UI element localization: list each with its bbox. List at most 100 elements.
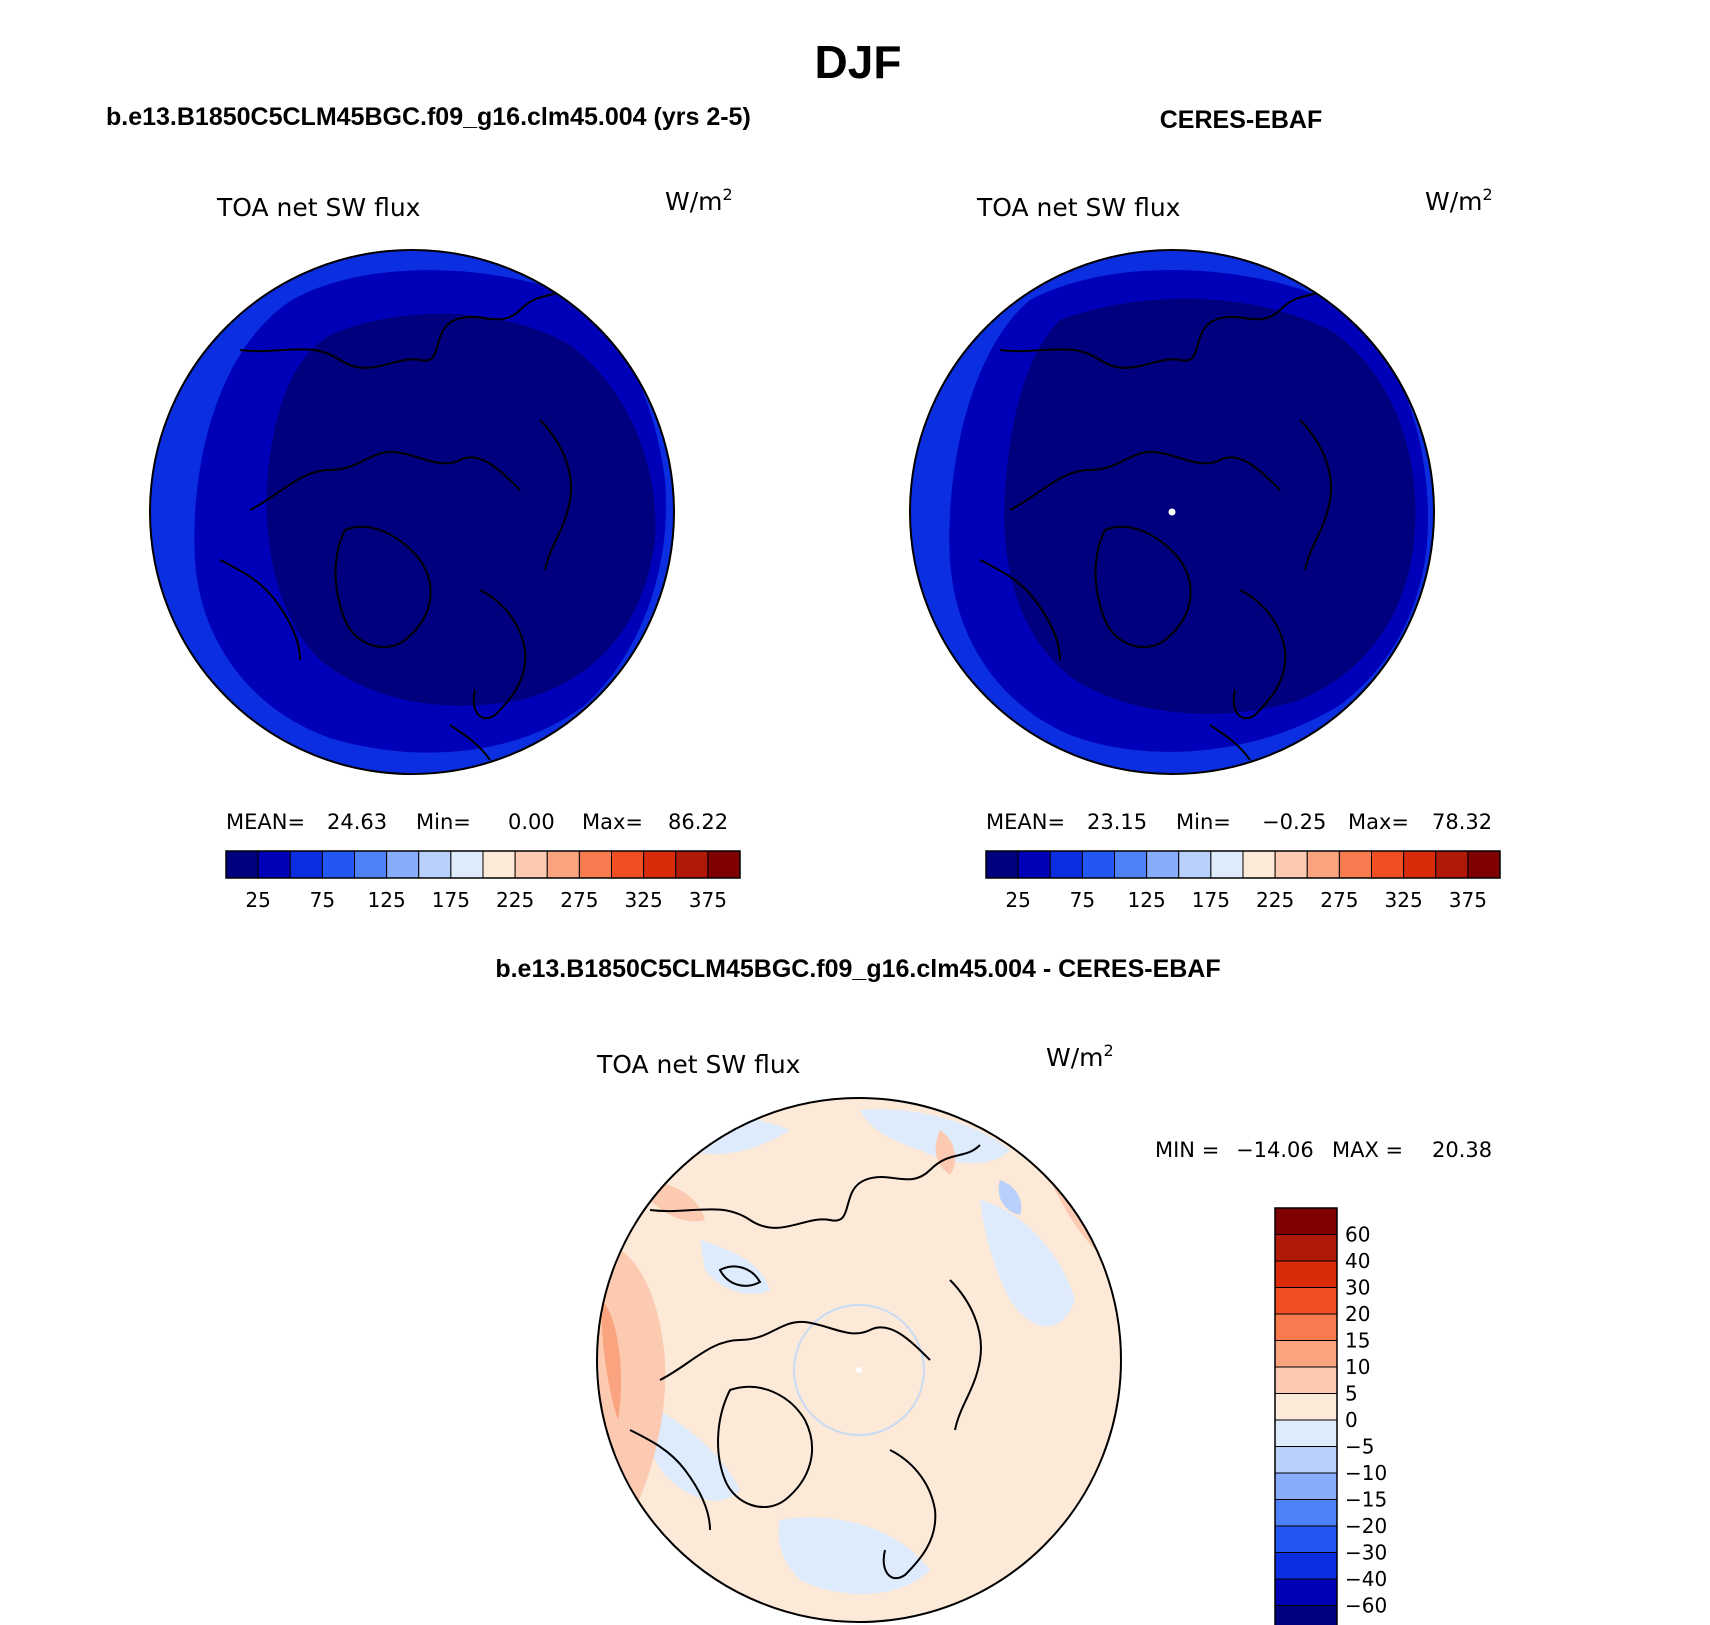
colorbar-swatch (1371, 850, 1405, 879)
colorbar-swatch (1338, 850, 1372, 879)
colorbar-frame (1274, 1207, 1338, 1625)
colorbar-swatch (643, 850, 677, 879)
min-label: Min= (1176, 810, 1231, 834)
colorbar-tick-label: 225 (1256, 888, 1294, 912)
colorbar-tick-label: 325 (625, 888, 663, 912)
colorbar-swatch (450, 850, 484, 879)
map-boundary-model (149, 249, 675, 775)
colorbar-swatch (1403, 850, 1437, 879)
colorbar-swatch (1435, 850, 1469, 879)
colorbar-tick-label: −40 (1345, 1567, 1387, 1591)
map-boundary-obs (909, 249, 1435, 775)
figure-title: DJF (815, 36, 902, 88)
colorbar-swatch (1274, 1287, 1338, 1315)
colorbar-tick-label: 125 (368, 888, 406, 912)
panel-model: b.e13.B1850C5CLM45BGC.f09_g16.clm45.004 … (106, 103, 751, 912)
mean-label: MEAN= (986, 810, 1065, 834)
field-band-core (266, 313, 656, 706)
panel-title-diff: b.e13.B1850C5CLM45BGC.f09_g16.clm45.004 … (495, 955, 1220, 983)
map-model (150, 250, 674, 774)
colorbar-swatch (1274, 1419, 1338, 1447)
colorbar-tick-label: 25 (1005, 888, 1030, 912)
mean-value: 23.15 (1087, 810, 1147, 834)
max-value: 20.38 (1432, 1138, 1492, 1162)
min-label: MIN = (1155, 1138, 1219, 1162)
colorbar-swatch (1274, 1525, 1338, 1553)
mean-label: MEAN= (226, 810, 305, 834)
units-exponent: 2 (723, 185, 733, 204)
colorbar-frame (985, 850, 1501, 879)
panel-title-obs: CERES-EBAF (1160, 106, 1323, 134)
max-label: Max= (1348, 810, 1409, 834)
colorbar-swatch (1467, 850, 1501, 879)
colorbar-tick-label: 375 (689, 888, 727, 912)
colorbar-tick-label: 325 (1385, 888, 1423, 912)
panel-title-model: b.e13.B1850C5CLM45BGC.f09_g16.clm45.004 … (106, 103, 751, 131)
colorbar-swatch (1274, 1446, 1338, 1474)
field-patch-neg (778, 1517, 930, 1594)
colorbar-frame (225, 850, 741, 879)
colorbar-tick-label: −10 (1345, 1461, 1387, 1485)
colorbar-swatch (1274, 1260, 1338, 1288)
colorbar-swatch (1017, 850, 1051, 879)
pole-marker (1168, 508, 1176, 516)
colorbar-swatch (1274, 1366, 1338, 1394)
colorbar-swatch (1306, 850, 1340, 879)
colorbar-swatch (1081, 850, 1115, 879)
map-boundary-diff (596, 1097, 1122, 1623)
colorbar-tick-label: 75 (310, 888, 335, 912)
colorbar-swatch (418, 850, 452, 879)
colorbar-tick-label: −30 (1345, 1541, 1387, 1565)
colorbar-swatch (386, 850, 420, 879)
colorbar-swatch (546, 850, 580, 879)
colorbar-tick-label: 5 (1345, 1382, 1358, 1406)
colorbar-tick-label: 275 (560, 888, 598, 912)
colorbar-model: 25 75 125 175 225 275 325 375 (225, 850, 741, 912)
min-value: 0.00 (508, 810, 555, 834)
colorbar-swatch (1274, 1605, 1338, 1625)
max-label: Max= (582, 810, 643, 834)
colorbar-swatch (257, 850, 291, 879)
units-text: W/m (1425, 187, 1483, 216)
colorbar-tick-label: 30 (1345, 1276, 1370, 1300)
colorbar-tick-label: 0 (1345, 1408, 1358, 1432)
colorbar-swatch (1274, 1499, 1338, 1527)
colorbar-tick-label: 275 (1320, 888, 1358, 912)
max-value: 86.22 (668, 810, 728, 834)
colorbar-swatch (1146, 850, 1180, 879)
colorbar-swatch (1274, 850, 1308, 879)
colorbar-tick-label: 15 (1345, 1329, 1370, 1353)
colorbar-tick-label: −5 (1345, 1435, 1374, 1459)
units-label-diff: W/m2 (1046, 1041, 1114, 1072)
variable-label-model: TOA net SW flux (216, 193, 420, 222)
colorbar-swatch (1210, 850, 1244, 879)
stats-obs: MEAN= 23.15 Min= −0.25 Max= 78.32 (986, 810, 1492, 834)
colorbar-tick-label: −20 (1345, 1514, 1387, 1538)
units-label-model: W/m2 (665, 185, 733, 216)
map-diff (597, 1098, 1121, 1622)
colorbar-swatch (482, 850, 516, 879)
mean-value: 24.63 (327, 810, 387, 834)
colorbar-tick-label: 225 (496, 888, 534, 912)
min-value: −0.25 (1262, 810, 1326, 834)
colorbar-tick-label: −60 (1345, 1594, 1387, 1618)
colorbar-swatch (578, 850, 612, 879)
colorbar-swatch (1274, 1313, 1338, 1341)
colorbar-swatch (1274, 1472, 1338, 1500)
colorbar-tick-label: 125 (1128, 888, 1166, 912)
field-patch-neg (998, 1180, 1022, 1215)
field-patch-pos (597, 1240, 666, 1520)
panel-diff: b.e13.B1850C5CLM45BGC.f09_g16.clm45.004 … (495, 955, 1492, 1625)
field-patch-neg (980, 1200, 1075, 1327)
colorbar-tick-label: −15 (1345, 1488, 1387, 1512)
colorbar-tick-label: 40 (1345, 1249, 1370, 1273)
stats-model: MEAN= 24.63 Min= 0.00 Max= 86.22 (226, 810, 728, 834)
colorbar-swatch (289, 850, 323, 879)
panel-obs: CERES-EBAF TOA net SW flux W/m2 MEAN= 23.… (909, 106, 1501, 912)
units-label-obs: W/m2 (1425, 185, 1493, 216)
units-exponent: 2 (1104, 1041, 1114, 1060)
field-patch-neg (640, 1400, 740, 1501)
colorbar-swatch (225, 850, 259, 879)
